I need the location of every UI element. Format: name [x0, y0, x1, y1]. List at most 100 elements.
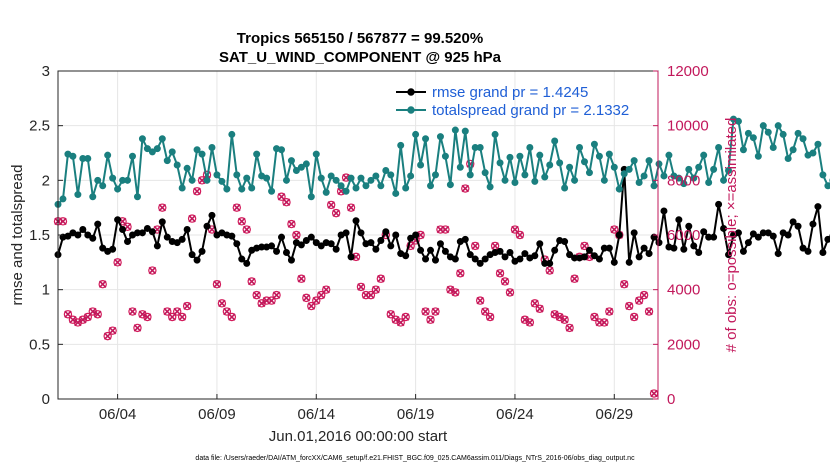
obs-assimilated-point	[625, 302, 633, 310]
totalspread-point	[720, 176, 728, 184]
totalspread-point	[456, 163, 464, 171]
rmse-point	[297, 241, 305, 249]
rmse-point	[183, 226, 191, 234]
x-tick-label: 06/04	[99, 406, 137, 423]
obs-possible-point	[242, 225, 251, 234]
totalspread-point	[461, 127, 469, 135]
rmse-point	[645, 250, 653, 258]
y-axis-ticks: 0 0.5 1 1.5 2 2.5 3	[29, 63, 63, 408]
obs-assimilated-point	[59, 217, 67, 226]
obs-possible-point	[590, 312, 599, 322]
obs-possible-point	[148, 266, 157, 275]
obs-assimilated-point	[128, 307, 137, 316]
totalspread-point	[188, 176, 196, 184]
footer-data-file: data file: /Users/raeder/DAI/ATM_forcXX/…	[195, 455, 635, 462]
x-axis-label: Jun.01,2016 00:00:00 start	[269, 428, 448, 445]
obs-possible-point	[83, 312, 93, 322]
obs-possible-point	[282, 197, 291, 207]
totalspread-point	[695, 163, 703, 171]
obs-assimilated-point	[600, 318, 609, 327]
totalspread-point	[595, 152, 603, 160]
totalspread-point	[183, 164, 191, 172]
rmse-point	[814, 203, 822, 211]
obs-possible-point	[158, 203, 167, 212]
totalspread-point	[794, 129, 802, 137]
obs-assimilated-point	[486, 313, 494, 321]
totalspread-point	[605, 150, 613, 158]
rmse-point	[238, 255, 246, 263]
obs-possible-point	[212, 280, 222, 289]
totalspread-point	[253, 150, 261, 158]
obs-possible-point	[232, 203, 242, 212]
obs-assimilated-point	[476, 296, 484, 305]
totalspread-point	[94, 176, 102, 184]
totalspread-point	[501, 176, 509, 184]
totalspread-point	[551, 137, 559, 145]
rmse-point	[124, 238, 132, 246]
totalspread-point	[561, 184, 569, 192]
rmse-point	[680, 245, 688, 253]
totalspread-point	[481, 169, 489, 177]
chart-title-line2: SAT_U_WIND_COMPONENT @ 925 hPa	[219, 49, 502, 66]
obs-possible-point	[505, 288, 515, 297]
obs-assimilated-point	[297, 274, 306, 283]
obs-assimilated-point	[545, 266, 554, 275]
totalspread-point	[814, 140, 822, 148]
obs-possible-point	[173, 307, 182, 316]
totalspread-point	[427, 182, 435, 190]
rmse-point	[496, 247, 504, 255]
rmse-point	[312, 239, 320, 247]
y-tick-label: 0	[42, 391, 50, 408]
rmse-point	[471, 255, 479, 263]
obs-possible-point	[480, 307, 490, 316]
totalspread-point	[635, 179, 643, 187]
y-right-tick-label: 6000	[667, 227, 700, 244]
x-tick-label: 06/29	[596, 406, 634, 423]
rmse-point	[268, 242, 276, 250]
rmse-point	[476, 259, 484, 267]
totalspread-point	[287, 157, 295, 165]
totalspread-point	[700, 151, 708, 159]
y-axis-right-label: # of obs: o=possible; ×=assimilated	[723, 118, 740, 353]
obs-possible-point	[163, 307, 172, 316]
legend-label: totalspread grand pr = 2.1332	[432, 102, 629, 119]
totalspread-point	[377, 182, 385, 190]
obs-assimilated-series	[54, 160, 658, 398]
rmse-point	[754, 233, 762, 241]
totalspread-point	[546, 161, 554, 169]
totalspread-point	[382, 166, 390, 174]
rmse-point	[387, 242, 395, 250]
totalspread-point	[367, 176, 375, 184]
totalspread-point	[218, 177, 226, 185]
obs-possible-point	[277, 192, 286, 201]
rmse-point	[461, 235, 469, 243]
totalspread-point	[99, 182, 107, 190]
totalspread-point	[208, 144, 216, 152]
totalspread-point	[690, 174, 698, 182]
obs-possible-point	[580, 241, 589, 251]
totalspread-point	[422, 135, 430, 143]
rmse-point	[640, 244, 648, 252]
rmse-point	[655, 239, 663, 247]
totalspread-point	[337, 182, 345, 190]
obs-assimilated-point	[491, 242, 499, 250]
obs-possible-point	[386, 310, 395, 319]
totalspread-point	[372, 172, 380, 180]
obs-assimilated-point	[565, 324, 574, 332]
totalspread-point	[754, 152, 762, 160]
totalspread-point	[466, 171, 474, 179]
totalspread-point	[506, 153, 514, 161]
obs-possible-point	[58, 217, 68, 226]
obs-assimilated-point	[233, 203, 241, 212]
rmse-point	[635, 253, 643, 261]
rmse-point	[307, 233, 315, 241]
rmse-point	[163, 233, 171, 241]
rmse-point	[595, 255, 603, 263]
totalspread-point	[715, 144, 723, 152]
totalspread-point	[640, 172, 648, 180]
totalspread-point	[163, 157, 171, 165]
x-tick-label: 06/19	[397, 406, 435, 423]
y-right-tick-label: 8000	[667, 172, 700, 189]
totalspread-point	[268, 187, 276, 195]
